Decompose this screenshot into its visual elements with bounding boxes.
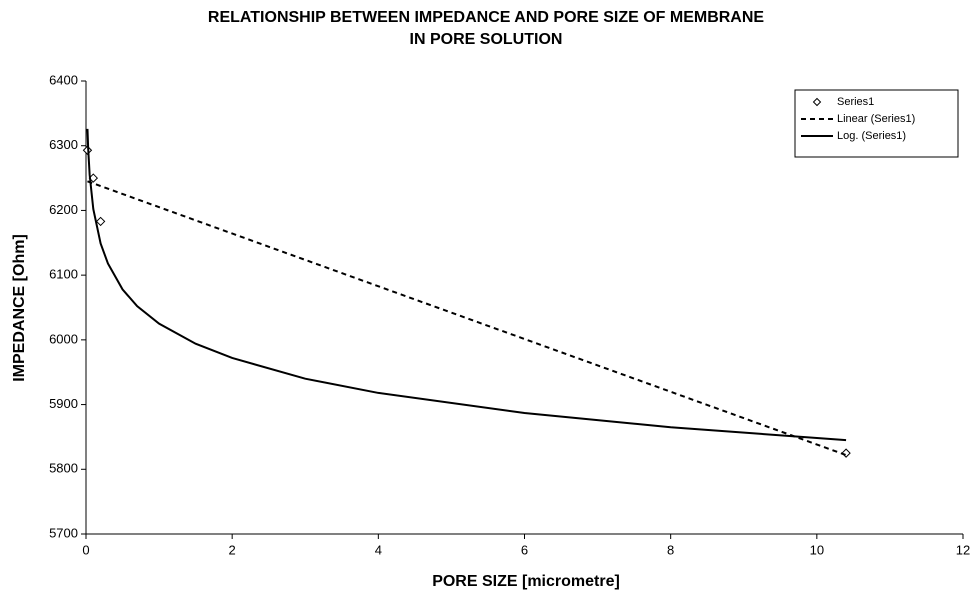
- y-tick-label: 5900: [49, 396, 78, 411]
- y-tick-label: 5800: [49, 461, 78, 476]
- y-tick-label: 6300: [49, 137, 78, 152]
- chart-title: IN PORE SOLUTION: [410, 31, 563, 48]
- x-tick-label: 8: [667, 542, 674, 557]
- legend-label: Linear (Series1): [837, 113, 915, 125]
- x-tick-label: 4: [375, 542, 382, 557]
- trend-line: [86, 128, 847, 442]
- legend-marker: [812, 97, 822, 107]
- y-tick-label: 6200: [49, 202, 78, 217]
- legend-label: Series1: [837, 96, 874, 108]
- legend-label: Log. (Series1): [837, 130, 906, 142]
- y-tick-label: 6000: [49, 331, 78, 346]
- data-point: [95, 216, 106, 227]
- y-tick-label: 5700: [49, 525, 78, 540]
- x-tick-label: 10: [810, 542, 824, 557]
- y-tick-label: 6400: [49, 72, 78, 87]
- x-tick-label: 6: [521, 542, 528, 557]
- x-tick-label: 2: [229, 542, 236, 557]
- x-tick-label: 0: [82, 542, 89, 557]
- y-tick-label: 6100: [49, 267, 78, 282]
- trend-line: [87, 180, 847, 456]
- chart-title: RELATIONSHIP BETWEEN IMPEDANCE AND PORE …: [208, 9, 765, 26]
- legend-box: [794, 89, 959, 158]
- x-tick-label: 12: [956, 542, 970, 557]
- x-axis-title: PORE SIZE [micrometre]: [432, 573, 620, 590]
- y-axis-title: IMPEDANCE [Ohm]: [11, 234, 28, 382]
